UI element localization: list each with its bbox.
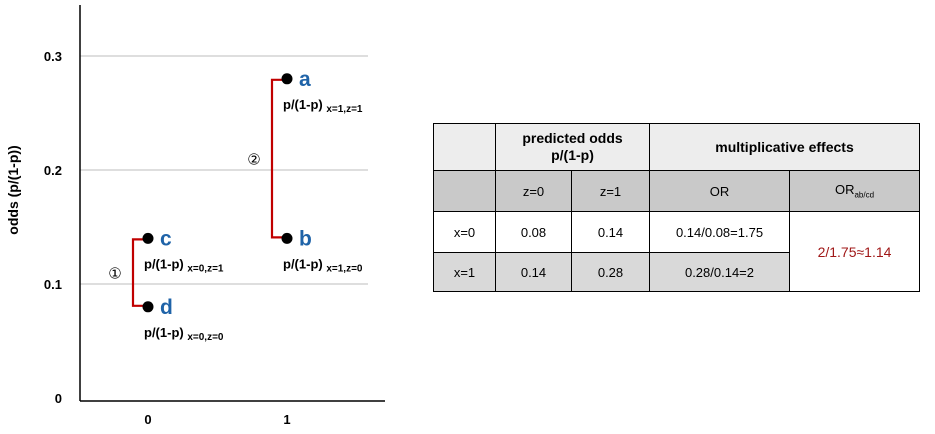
cell-z0: 0.08 — [495, 211, 572, 253]
x-tick-label: 0 — [144, 412, 151, 427]
x-tick-label: 1 — [283, 412, 290, 427]
grid-lines — [80, 55, 368, 285]
y-tick-label: 0.1 — [44, 277, 62, 292]
point-letter-b: b — [299, 227, 312, 250]
table-header-row: predicted odds p/(1-p) multiplicative eff… — [433, 123, 920, 171]
brackets: ①② — [108, 78, 282, 307]
bracket-2-label: ② — [247, 152, 260, 169]
col-or-abcd: ORab/cd — [789, 170, 920, 212]
table-row: x=0 0.08 0.14 0.14/0.08=1.75 2/1.75≈1.14 — [433, 211, 920, 292]
point-label-c: p/(1-p) x=0,z=1 — [144, 256, 224, 274]
point-d — [142, 301, 154, 313]
table-row: x=1 0.14 0.28 0.28/0.14=2 — [433, 252, 920, 292]
cell-z0: 0.14 — [495, 252, 572, 292]
point-c — [142, 232, 154, 244]
row-label: x=0 — [433, 211, 496, 253]
y-tick-label: 0 — [55, 391, 62, 406]
y-tick-labels: 0 0.1 0.2 0.3 — [44, 49, 62, 406]
cell-z1: 0.28 — [571, 252, 650, 292]
bracket-2 — [270, 78, 282, 239]
table-subheader-row: z=0 z=1 OR ORab/cd — [433, 170, 920, 212]
or-ratio-result: 2/1.75≈1.14 — [789, 211, 920, 292]
bracket-1-label: ① — [108, 266, 121, 283]
cell-or: 0.28/0.14=2 — [649, 252, 790, 292]
point-letter-a: a — [299, 68, 311, 91]
point-label-d: p/(1-p) x=0,z=0 — [144, 325, 224, 343]
data-points: a p/(1-p) x=1,z=1 b p/(1-p) x=1,z=0 c p/(1-p)… — [142, 68, 363, 343]
subheader-empty-cell — [433, 170, 496, 212]
point-letter-c: c — [160, 227, 172, 250]
bracket-1 — [131, 238, 143, 307]
point-label-a: p/(1-p) x=1,z=1 — [283, 97, 363, 115]
odds-table: predicted odds p/(1-p) multiplicative eff… — [433, 123, 920, 292]
col-z0: z=0 — [495, 170, 572, 212]
col-z1: z=1 — [571, 170, 650, 212]
header-predicted-odds: predicted odds p/(1-p) — [495, 123, 650, 171]
y-tick-label: 0.2 — [44, 163, 62, 178]
col-or: OR — [649, 170, 790, 212]
cell-or: 0.14/0.08=1.75 — [649, 211, 790, 253]
point-b — [281, 232, 293, 244]
y-tick-label: 0.3 — [44, 49, 62, 64]
point-a — [281, 73, 293, 85]
point-letter-d: d — [160, 296, 173, 319]
header-empty-cell — [433, 123, 496, 171]
point-label-b: p/(1-p) x=1,z=0 — [283, 256, 363, 274]
y-axis-label: odds (p/(1-p)) — [5, 145, 21, 234]
header-multiplicative-effects: multiplicative effects — [649, 123, 920, 171]
cell-z1: 0.14 — [571, 211, 650, 253]
row-label: x=1 — [433, 252, 496, 292]
